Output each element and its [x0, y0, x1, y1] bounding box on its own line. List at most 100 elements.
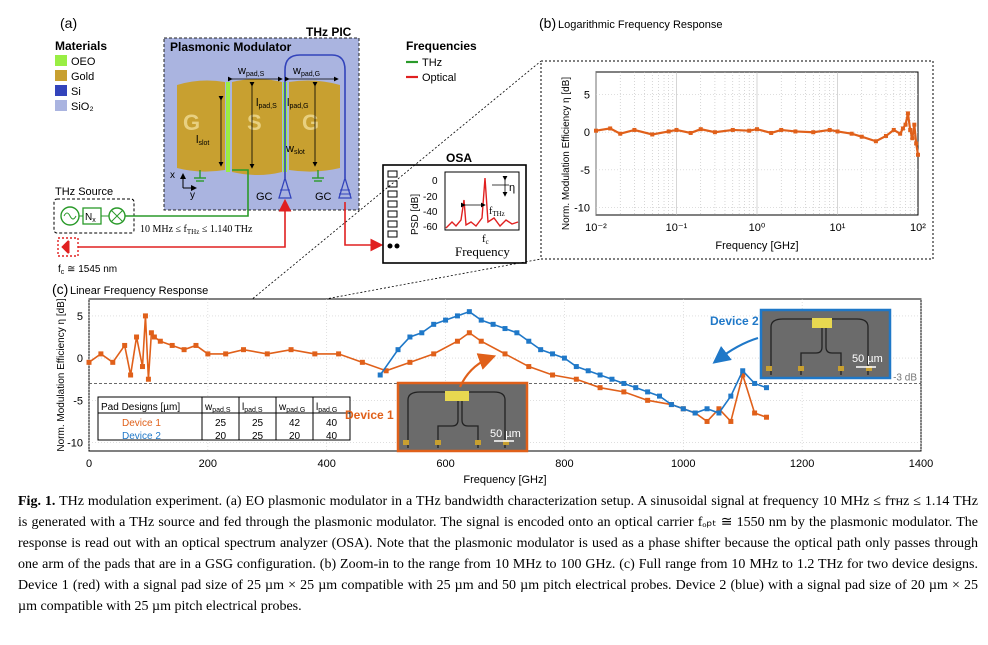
linear-data-point: [454, 338, 460, 344]
osa-spectrum: [445, 177, 519, 229]
grating-coupler-left: [278, 175, 292, 199]
ground-electrode-left: [177, 80, 225, 172]
linear-xtick-label: 800: [555, 458, 573, 470]
linear-data-point: [142, 313, 148, 319]
log-data-point: [698, 127, 703, 132]
pad-table-header: lpad,S: [242, 402, 263, 414]
linear-data-point: [550, 372, 556, 378]
osa-fc: fc: [482, 233, 489, 246]
si-waveguide: [284, 54, 346, 178]
log-data-point: [608, 126, 613, 131]
ground-symbol-left: [194, 170, 206, 182]
log-xtick-label: 10⁻²: [585, 222, 607, 234]
log-data-point: [859, 134, 864, 139]
device2-traces: [770, 318, 869, 375]
material-swatch: [55, 100, 67, 111]
pad-table-cell: 42: [289, 418, 301, 429]
linear-data-point: [466, 309, 472, 315]
panel-c: (c) Linear Frequency Response 0 200 400 600…: [52, 281, 933, 486]
multiplier-label: Nx: [85, 212, 96, 224]
linear-data-point: [466, 330, 472, 336]
pad-table-frame: [97, 396, 351, 441]
log-data-point: [755, 127, 759, 132]
linear-ylabel: Norm. Modulation Efficiency η [dB]: [56, 298, 67, 451]
linear-data-point: [134, 334, 140, 340]
linear-data-point: [419, 330, 425, 336]
log-data-point: [779, 127, 784, 132]
frequencies-title: Frequencies: [406, 39, 477, 53]
linear-data-point: [740, 368, 746, 374]
fc-label: fc ≅ 1545 nm: [58, 264, 117, 276]
linear-data-point: [407, 334, 413, 340]
osa-buttons: [387, 170, 400, 249]
pad-table-cell: 25: [252, 431, 264, 442]
log-data-point: [747, 128, 752, 133]
pad-table-header: wpad,S: [204, 402, 231, 414]
dim-w-slot: wslot: [285, 143, 305, 156]
linear-data-point: [704, 418, 710, 424]
log-xtick-label: 10²: [910, 222, 926, 234]
osa-xlabel: Frequency: [455, 244, 510, 259]
log-data-point: [903, 122, 908, 127]
materials-legend: OEO Gold Si SiO₂: [55, 55, 96, 113]
linear-data-point: [526, 338, 532, 344]
linear-data-point: [609, 376, 615, 382]
log-data-point: [827, 127, 832, 132]
pad-design-table: Pad Designs [µm] wpad,S lpad,S wpad,G lpad,G…: [97, 396, 351, 442]
pad-table-cell: 40: [326, 431, 338, 442]
modulator-label: Plasmonic Modulator: [170, 40, 292, 54]
electrode-g-left: G: [183, 110, 200, 135]
pad-table-cell: 20: [215, 431, 227, 442]
linear-ytick-label: 5: [77, 311, 83, 323]
thz-source-box: [53, 198, 135, 234]
linear-data-point: [110, 359, 116, 365]
dim-w-pad-s: wpad,S: [237, 65, 265, 78]
optical-output-path: [344, 202, 384, 252]
figure-caption: Fig. 1. THz modulation experiment. (a) E…: [18, 491, 978, 617]
optical-input-path: [78, 198, 292, 248]
log-data-point: [910, 136, 915, 141]
linear-data-point: [597, 385, 603, 391]
linear-ytick-label: -10: [67, 438, 83, 450]
linear-data-point: [763, 385, 769, 391]
material-label: OEO: [71, 56, 96, 68]
ground-symbol-right: [312, 170, 324, 182]
pad-table-cell: 40: [326, 418, 338, 429]
linear-data-point: [645, 389, 651, 395]
gc-label-right: GC: [315, 191, 332, 203]
osa-tick-0: 0: [432, 176, 438, 187]
linear-data-point: [478, 338, 484, 344]
linear-data-point: [550, 351, 556, 357]
frequencies-legend: THz Optical: [406, 57, 456, 84]
log-data-point: [594, 128, 598, 133]
log-ytick-label: -5: [580, 165, 590, 177]
log-ytick-label: -10: [574, 202, 590, 214]
panel-a: (a) Materials OEO Gold Si SiO₂ THz PIC Plas…: [53, 15, 527, 276]
linear-data-point: [312, 351, 318, 357]
linear-data-point: [728, 393, 734, 399]
gc-label-left: GC: [256, 191, 273, 203]
linear-xtick-label: 400: [318, 458, 336, 470]
linear-data-point: [716, 406, 722, 412]
threshold-label: -3 dB: [893, 372, 917, 383]
linear-data-point: [573, 364, 579, 370]
panel-b-title: Logarithmic Frequency Response: [558, 19, 722, 31]
laser-diode-icon: [61, 239, 70, 255]
linear-data-point: [98, 351, 104, 357]
linear-xtick-label: 200: [199, 458, 217, 470]
pad-table-device-name: Device 1: [122, 418, 161, 429]
linear-data-point: [526, 364, 532, 370]
log-xtick-label: 10⁻¹: [666, 222, 688, 234]
panel-b-label: (b): [539, 15, 556, 31]
caption-text: THz modulation experiment. (a) EO plasmo…: [18, 494, 979, 614]
linear-data-point: [740, 372, 746, 378]
linear-data-point: [241, 347, 247, 353]
materials-title: Materials: [55, 39, 107, 53]
device2-scale-bar: 50 µm: [852, 353, 883, 365]
linear-data-point: [633, 385, 639, 391]
pad-table-header: lpad,G: [316, 402, 337, 414]
pad-table-header: wpad,G: [278, 402, 305, 414]
linear-data-point: [151, 334, 157, 340]
log-ylabel: Norm. Modulation Efficiency η [dB]: [561, 77, 572, 230]
figure-canvas: (a) Materials OEO Gold Si SiO₂ THz PIC Plas…: [52, 15, 934, 486]
